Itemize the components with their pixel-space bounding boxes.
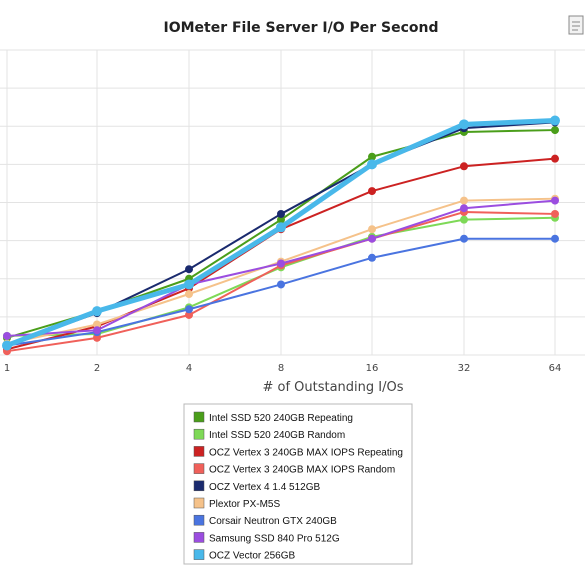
data-point — [460, 196, 468, 205]
data-point — [3, 331, 11, 340]
x-tick-label: 4 — [186, 363, 192, 374]
chart-title: IOMeter File Server I/O Per Second — [163, 20, 438, 36]
x-tick-label: 1 — [4, 363, 10, 374]
data-point — [460, 215, 468, 224]
data-point — [459, 119, 469, 130]
data-point — [93, 320, 101, 329]
legend-item: Plextor PX-M5S — [193, 497, 280, 510]
legend-swatch — [193, 428, 205, 440]
data-point — [460, 162, 468, 171]
legend-label: Plextor PX-M5S — [209, 499, 280, 510]
legend-item: OCZ Vertex 3 240GB MAX IOPS Random — [193, 463, 395, 476]
x-tick-label: 8 — [278, 363, 284, 374]
data-point — [277, 280, 285, 289]
data-point — [460, 234, 468, 243]
x-tick-label: 64 — [549, 363, 562, 374]
legend-label: OCZ Vertex 4 1.4 512GB — [209, 482, 320, 493]
data-point — [550, 115, 560, 126]
data-point — [551, 234, 559, 243]
legend-box — [183, 403, 413, 565]
data-point — [93, 326, 101, 335]
legend-item: OCZ Vertex 3 240GB MAX IOPS Repeating — [193, 446, 403, 458]
data-point — [551, 154, 559, 163]
chart-series — [2, 115, 560, 356]
x-tick-label: 2 — [94, 363, 100, 374]
unidentified-icon — [568, 15, 584, 35]
legend-swatch — [193, 446, 205, 457]
data-point — [368, 253, 376, 262]
data-point — [277, 209, 285, 218]
legend-label: Intel SSD 520 240GB Repeating — [209, 413, 353, 424]
legend-swatch — [193, 549, 205, 560]
data-point — [460, 204, 468, 213]
data-point — [185, 265, 193, 274]
legend-item: Corsair Neutron GTX 240GB — [193, 514, 337, 527]
data-point — [185, 305, 193, 314]
data-point — [2, 340, 12, 351]
data-point — [551, 209, 559, 218]
legend-swatch — [193, 514, 205, 526]
legend-label: OCZ Vector 256GB — [209, 551, 295, 562]
x-tick-label: 32 — [458, 363, 471, 374]
data-point — [185, 310, 193, 319]
data-point — [551, 196, 559, 205]
data-point — [368, 234, 376, 243]
data-point — [92, 306, 102, 317]
data-point — [277, 215, 285, 224]
data-point — [184, 279, 194, 290]
legend-item: Intel SSD 520 240GB Repeating — [193, 411, 353, 424]
x-axis-label: # of Outstanding I/Os — [262, 380, 403, 395]
legend-label: Intel SSD 520 240GB Random — [209, 430, 345, 441]
data-point — [368, 187, 376, 196]
data-point — [551, 126, 559, 135]
data-point — [368, 225, 376, 234]
legend-label: OCZ Vertex 3 240GB MAX IOPS Random — [209, 465, 395, 476]
data-point — [276, 222, 286, 233]
legend-swatch — [193, 532, 205, 543]
chart-grid — [0, 49, 585, 356]
data-point — [368, 152, 376, 161]
legend-item: Samsung SSD 840 Pro 512G — [193, 532, 340, 544]
legend-label: Samsung SSD 840 Pro 512G — [209, 533, 340, 544]
legend-swatch — [193, 463, 205, 474]
series-8 — [2, 115, 560, 351]
legend-label: OCZ Vertex 3 240GB MAX IOPS Repeating — [209, 447, 403, 458]
data-point — [185, 290, 193, 298]
data-point — [277, 259, 285, 268]
legend: Intel SSD 520 240GB Repeating Intel SSD 5… — [183, 403, 413, 565]
x-axis-ticks: 1 2 4 8 16 32 64 — [4, 363, 562, 374]
data-point — [367, 159, 377, 170]
legend-swatch — [193, 497, 205, 509]
legend-swatch — [193, 480, 205, 492]
legend-swatch — [193, 411, 205, 423]
legend-item: OCZ Vertex 4 1.4 512GB — [193, 480, 320, 493]
data-point — [93, 333, 101, 342]
legend-item: OCZ Vector 256GB — [193, 549, 295, 562]
x-tick-label: 16 — [366, 363, 379, 374]
legend-label: Corsair Neutron GTX 240GB — [209, 516, 337, 527]
legend-item: Intel SSD 520 240GB Random — [193, 428, 345, 441]
